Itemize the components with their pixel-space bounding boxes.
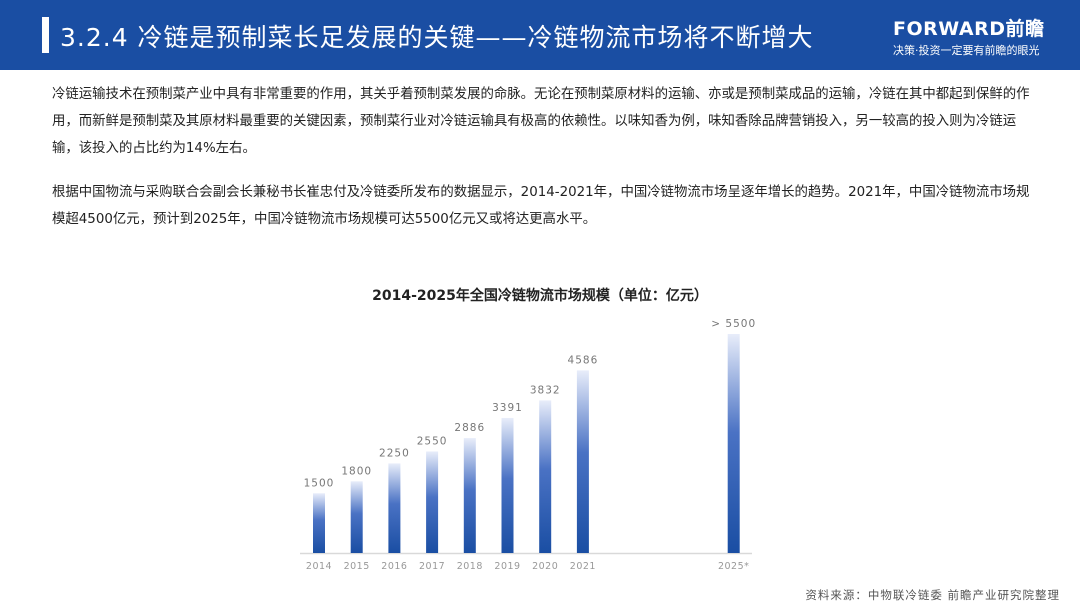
x-tick-label: 2021: [570, 561, 596, 572]
x-tick-label: 2018: [457, 561, 483, 572]
data-label: > 5500: [711, 318, 756, 330]
source-note: 资料来源：中物联冷链委 前瞻产业研究院整理: [805, 588, 1060, 602]
page-title: 3.2.4 冷链是预制菜长足发展的关键——冷链物流市场将不断增大: [60, 23, 814, 52]
data-label: 3391: [492, 402, 523, 414]
data-label: 2250: [379, 447, 410, 459]
bar-2020: [539, 400, 552, 553]
bar-2021: [576, 370, 589, 553]
bar-2019: [501, 417, 514, 553]
data-label: 2550: [417, 435, 448, 447]
logo-slogan: 决策·投资一定要有前瞻的眼光: [893, 44, 1040, 57]
bar-2018: [463, 438, 476, 553]
data-label: 3832: [530, 384, 561, 396]
x-tick-label: 2019: [494, 561, 520, 572]
bar-2016: [388, 463, 401, 553]
bar-2017: [426, 451, 439, 553]
x-tick-label: 2016: [381, 561, 407, 572]
bar-2025*: [727, 334, 740, 553]
x-tick-label: 2020: [532, 561, 558, 572]
data-label: 1800: [341, 465, 372, 477]
header-bar: 3.2.4 冷链是预制菜长足发展的关键——冷链物流市场将不断增大 FORWARD…: [0, 0, 1080, 70]
bar-2015: [350, 481, 363, 553]
data-label: 1500: [304, 477, 335, 489]
forward-logo: FORWARD前瞻 决策·投资一定要有前瞻的眼光: [893, 14, 1044, 58]
paragraph-2: 根据中国物流与采购联合会副会长兼秘书长崔忠付及冷链委所发布的数据显示，2014-…: [52, 185, 1030, 227]
x-tick-label: 2015: [344, 561, 370, 572]
paragraph-1: 冷链运输技术在预制菜产业中具有非常重要的作用，其关乎着预制菜发展的命脉。无论在预…: [52, 87, 1030, 156]
x-tick-label: 2014: [306, 561, 332, 572]
title-accent-bar: [42, 17, 49, 53]
data-label: 2886: [454, 422, 485, 434]
chart-title: 2014-2025年全国冷链物流市场规模（单位：亿元）: [372, 288, 708, 304]
bar-2014: [313, 493, 325, 553]
x-tick-label: 2025*: [718, 561, 749, 572]
logo-text: FORWARD前瞻: [893, 18, 1045, 40]
data-label: 4586: [568, 354, 599, 366]
x-tick-label: 2017: [419, 561, 445, 572]
